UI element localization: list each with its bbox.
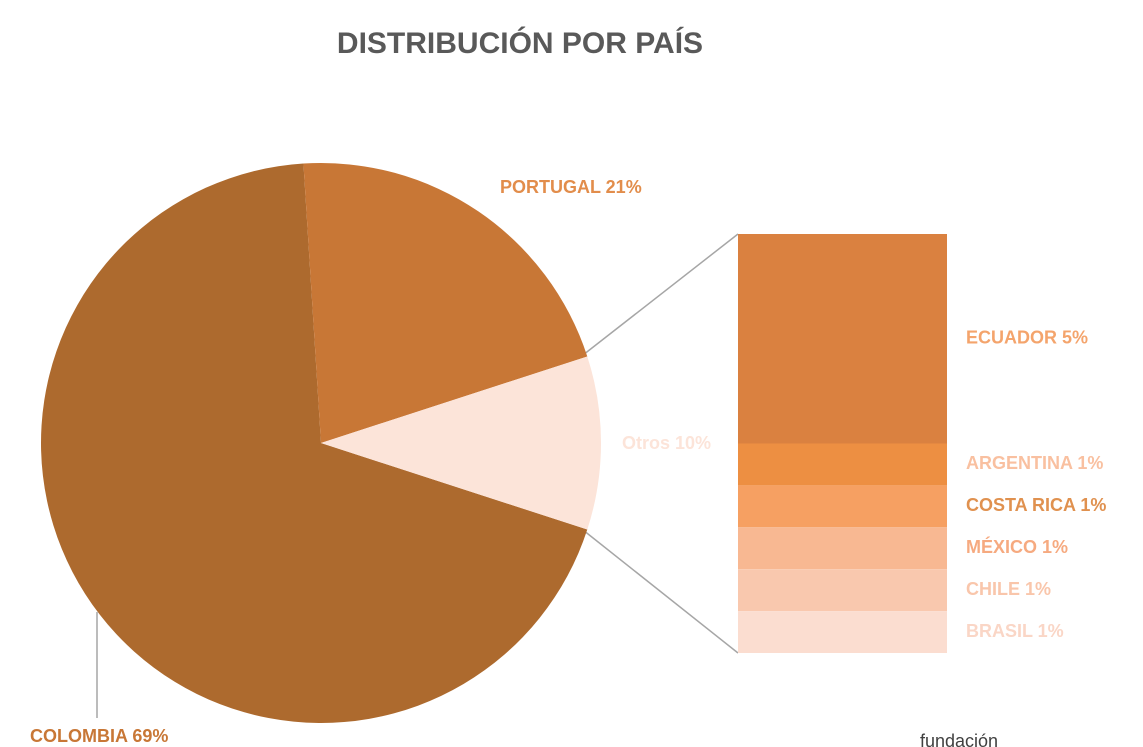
breakdown-bar	[738, 527, 947, 570]
data-label: Otros 10%	[622, 433, 711, 453]
data-label: MÉXICO 1%	[966, 536, 1068, 557]
data-label: COSTA RICA 1%	[966, 495, 1106, 515]
data-label: BRASIL 1%	[966, 621, 1064, 641]
data-label: COLOMBIA 69%	[30, 726, 168, 746]
breakdown-bar	[738, 485, 947, 528]
connector	[582, 233, 739, 356]
connector	[582, 529, 739, 654]
breakdown-bar	[738, 234, 947, 444]
breakdown-bar	[738, 611, 947, 653]
data-label: CHILE 1%	[966, 579, 1051, 599]
pie-slice	[41, 163, 588, 724]
pie-slice	[321, 356, 601, 530]
footer: fundación	[920, 731, 998, 747]
breakdown-bar	[738, 443, 947, 486]
data-label: PORTUGAL 21%	[500, 177, 642, 197]
chart-title: DISTRIBUCIÓN POR PAÍS	[337, 26, 703, 60]
breakdown-bar	[738, 569, 947, 612]
data-label: ECUADOR 5%	[966, 328, 1088, 348]
data-label: ARGENTINA 1%	[966, 453, 1103, 473]
pie-slice	[303, 163, 588, 443]
